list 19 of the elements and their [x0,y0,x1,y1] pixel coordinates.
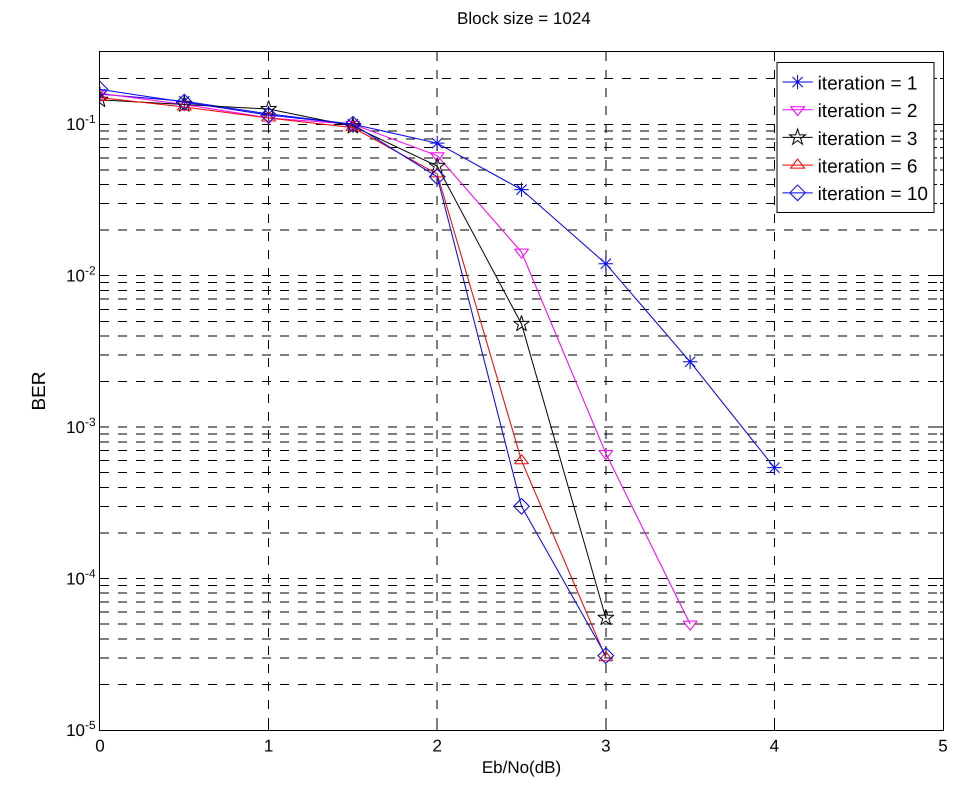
x-tick-label: 2 [432,736,442,756]
y-tick-label: 10$^{-1}$ [66,112,96,134]
x-tick-label: 1 [264,736,274,756]
legend-label: iteration = 10 [818,184,928,206]
legend-label: iteration = 3 [818,128,918,150]
y-tick-label: 10$^{-3}$ [66,414,96,438]
legend-label: iteration = 6 [818,156,918,178]
x-axis-title: Eb/No(dB) [482,758,562,777]
legend-label: iteration = 1 [818,73,918,94]
y-tick-label: 10$^{-5}$ [66,718,96,740]
x-tick-label: 4 [770,736,780,756]
legend-label: iteration = 2 [818,101,918,122]
x-tick-label: 0 [95,736,105,756]
y-tick-label: 10$^{-2}$ [66,264,96,286]
chart-title: Block size = 1024 [457,8,591,28]
y-axis-title: BER [28,371,50,411]
x-tick-label: 5 [938,736,948,756]
y-tick-label: 10$^{-4}$ [66,566,96,589]
x-tick-label: 3 [601,736,611,756]
